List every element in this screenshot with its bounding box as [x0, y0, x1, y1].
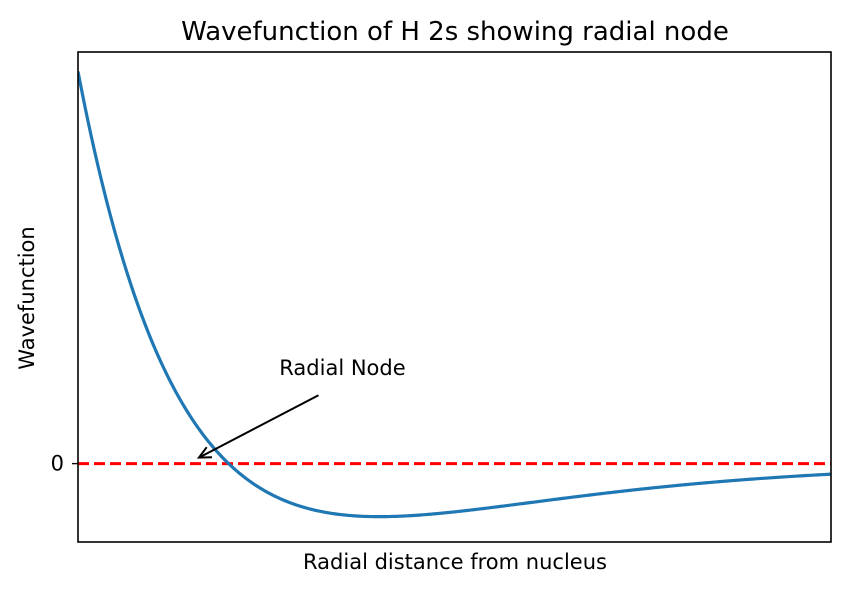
plot-area	[78, 71, 831, 519]
y-axis-label: Wavefunction	[15, 226, 39, 369]
plot-frame	[77, 51, 832, 543]
wavefunction-curve	[78, 71, 831, 519]
annotation-arrow-head	[196, 446, 212, 459]
y-axis-ticks: 0	[51, 452, 78, 476]
chart-title: Wavefunction of H 2s showing radial node	[181, 17, 729, 47]
x-axis-label: Radial distance from nucleus	[303, 550, 607, 574]
y-tick-label: 0	[51, 452, 64, 476]
annotation-layer: Radial Node	[196, 356, 406, 459]
radial-node-annotation-label: Radial Node	[279, 356, 405, 380]
annotation-arrow-shaft	[198, 394, 319, 459]
